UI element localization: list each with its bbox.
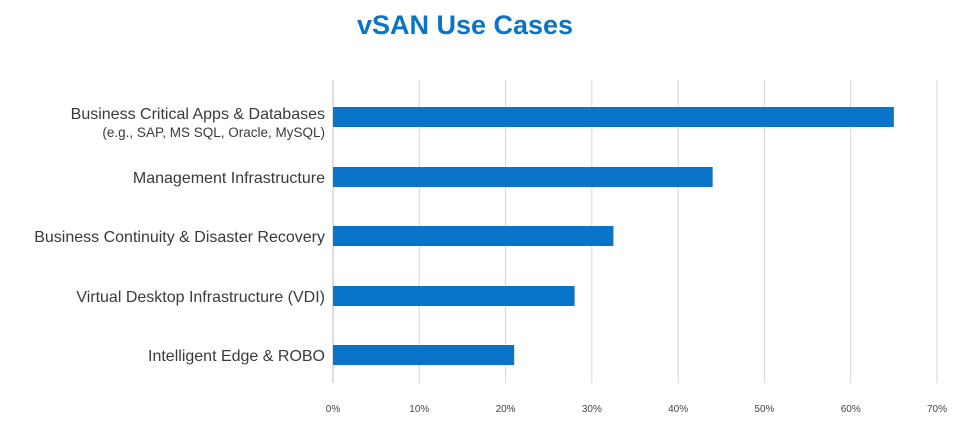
bar bbox=[333, 286, 575, 306]
x-tick-label: 20% bbox=[496, 404, 516, 415]
bar bbox=[333, 107, 894, 127]
x-tick-label: 30% bbox=[582, 404, 602, 415]
x-tick-label: 40% bbox=[668, 404, 688, 415]
x-tick-label: 50% bbox=[754, 404, 774, 415]
category-label: Management Infrastructure bbox=[133, 170, 325, 187]
category-label: Virtual Desktop Infrastructure (VDI) bbox=[76, 289, 325, 306]
category-label: Business Continuity & Disaster Recovery bbox=[34, 229, 325, 246]
bars bbox=[333, 107, 894, 365]
x-tick-label: 10% bbox=[409, 404, 429, 415]
x-tick-label: 0% bbox=[326, 404, 341, 415]
category-label: Intelligent Edge & ROBO bbox=[148, 348, 325, 365]
bar bbox=[333, 345, 515, 365]
x-tick-label: 60% bbox=[841, 404, 861, 415]
bar bbox=[333, 167, 713, 187]
bar bbox=[333, 226, 614, 246]
category-labels: Business Critical Apps & Databases (e.g.,… bbox=[34, 106, 325, 365]
category-label: Business Critical Apps & Databases bbox=[71, 106, 325, 123]
x-axis-ticks: 0% 10% 20% 30% 40% 50% 60% 70% bbox=[326, 404, 947, 415]
chart-title: vSAN Use Cases bbox=[356, 10, 574, 40]
x-tick-label: 70% bbox=[927, 404, 947, 415]
category-sublabel: (e.g., SAP, MS SQL, Oracle, MySQL) bbox=[102, 125, 325, 140]
